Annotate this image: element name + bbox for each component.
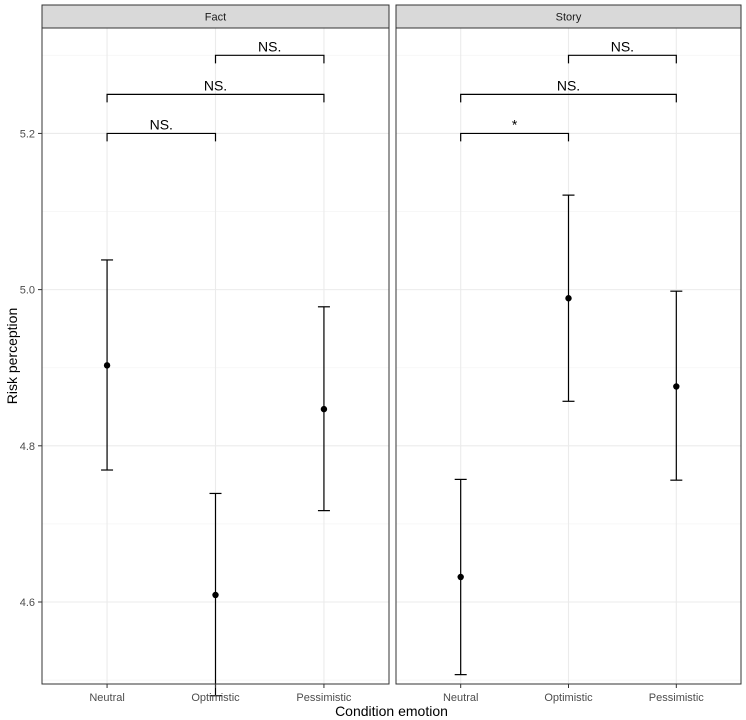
text-layer: Risk perception Condition emotion NS. NS.… xyxy=(4,12,704,720)
significance-bracket xyxy=(567,54,677,64)
significance-label: NS. xyxy=(204,77,227,93)
data-point-fact-neutral xyxy=(103,362,111,369)
significance-label: NS. xyxy=(611,38,634,54)
x-tick-label: Neutral xyxy=(443,692,478,704)
data-point-fact-pessimistic xyxy=(320,405,328,413)
data-point-fact-optimistic xyxy=(212,591,219,599)
facet-label-story: Story xyxy=(556,12,582,24)
significance-bracket xyxy=(214,54,325,64)
x-axis-label: Condition emotion xyxy=(335,703,448,719)
x-tick-label: Pessimistic xyxy=(649,692,705,704)
frames-layer xyxy=(38,4,742,688)
marks-layer xyxy=(101,54,683,697)
y-tick-label: 5.0 xyxy=(20,285,35,297)
x-tick-label: Neutral xyxy=(89,692,124,704)
facet-strip xyxy=(395,4,742,29)
significance-label: NS. xyxy=(150,116,173,132)
data-point-story-optimistic xyxy=(565,295,572,302)
significance-label: * xyxy=(512,116,518,132)
facet-label-fact: Fact xyxy=(205,12,226,24)
significance-label: NS. xyxy=(557,77,580,93)
significance-bracket xyxy=(460,132,570,142)
x-tick-label: Optimistic xyxy=(191,692,240,704)
significance-label: NS. xyxy=(258,38,281,54)
data-point-story-pessimistic xyxy=(673,383,680,390)
x-tick-label: Optimistic xyxy=(544,692,593,704)
facet-strip xyxy=(41,4,390,29)
y-tick-label: 4.6 xyxy=(20,597,35,609)
data-point-story-neutral xyxy=(457,573,464,581)
y-axis-label: Risk perception xyxy=(4,308,20,405)
significance-bracket xyxy=(106,93,325,103)
grid-layer xyxy=(42,28,741,684)
significance-bracket xyxy=(106,132,217,142)
y-tick-label: 4.8 xyxy=(20,441,35,453)
y-tick-label: 5.2 xyxy=(20,128,35,140)
significance-bracket xyxy=(460,93,677,103)
x-tick-label: Pessimistic xyxy=(296,692,352,704)
